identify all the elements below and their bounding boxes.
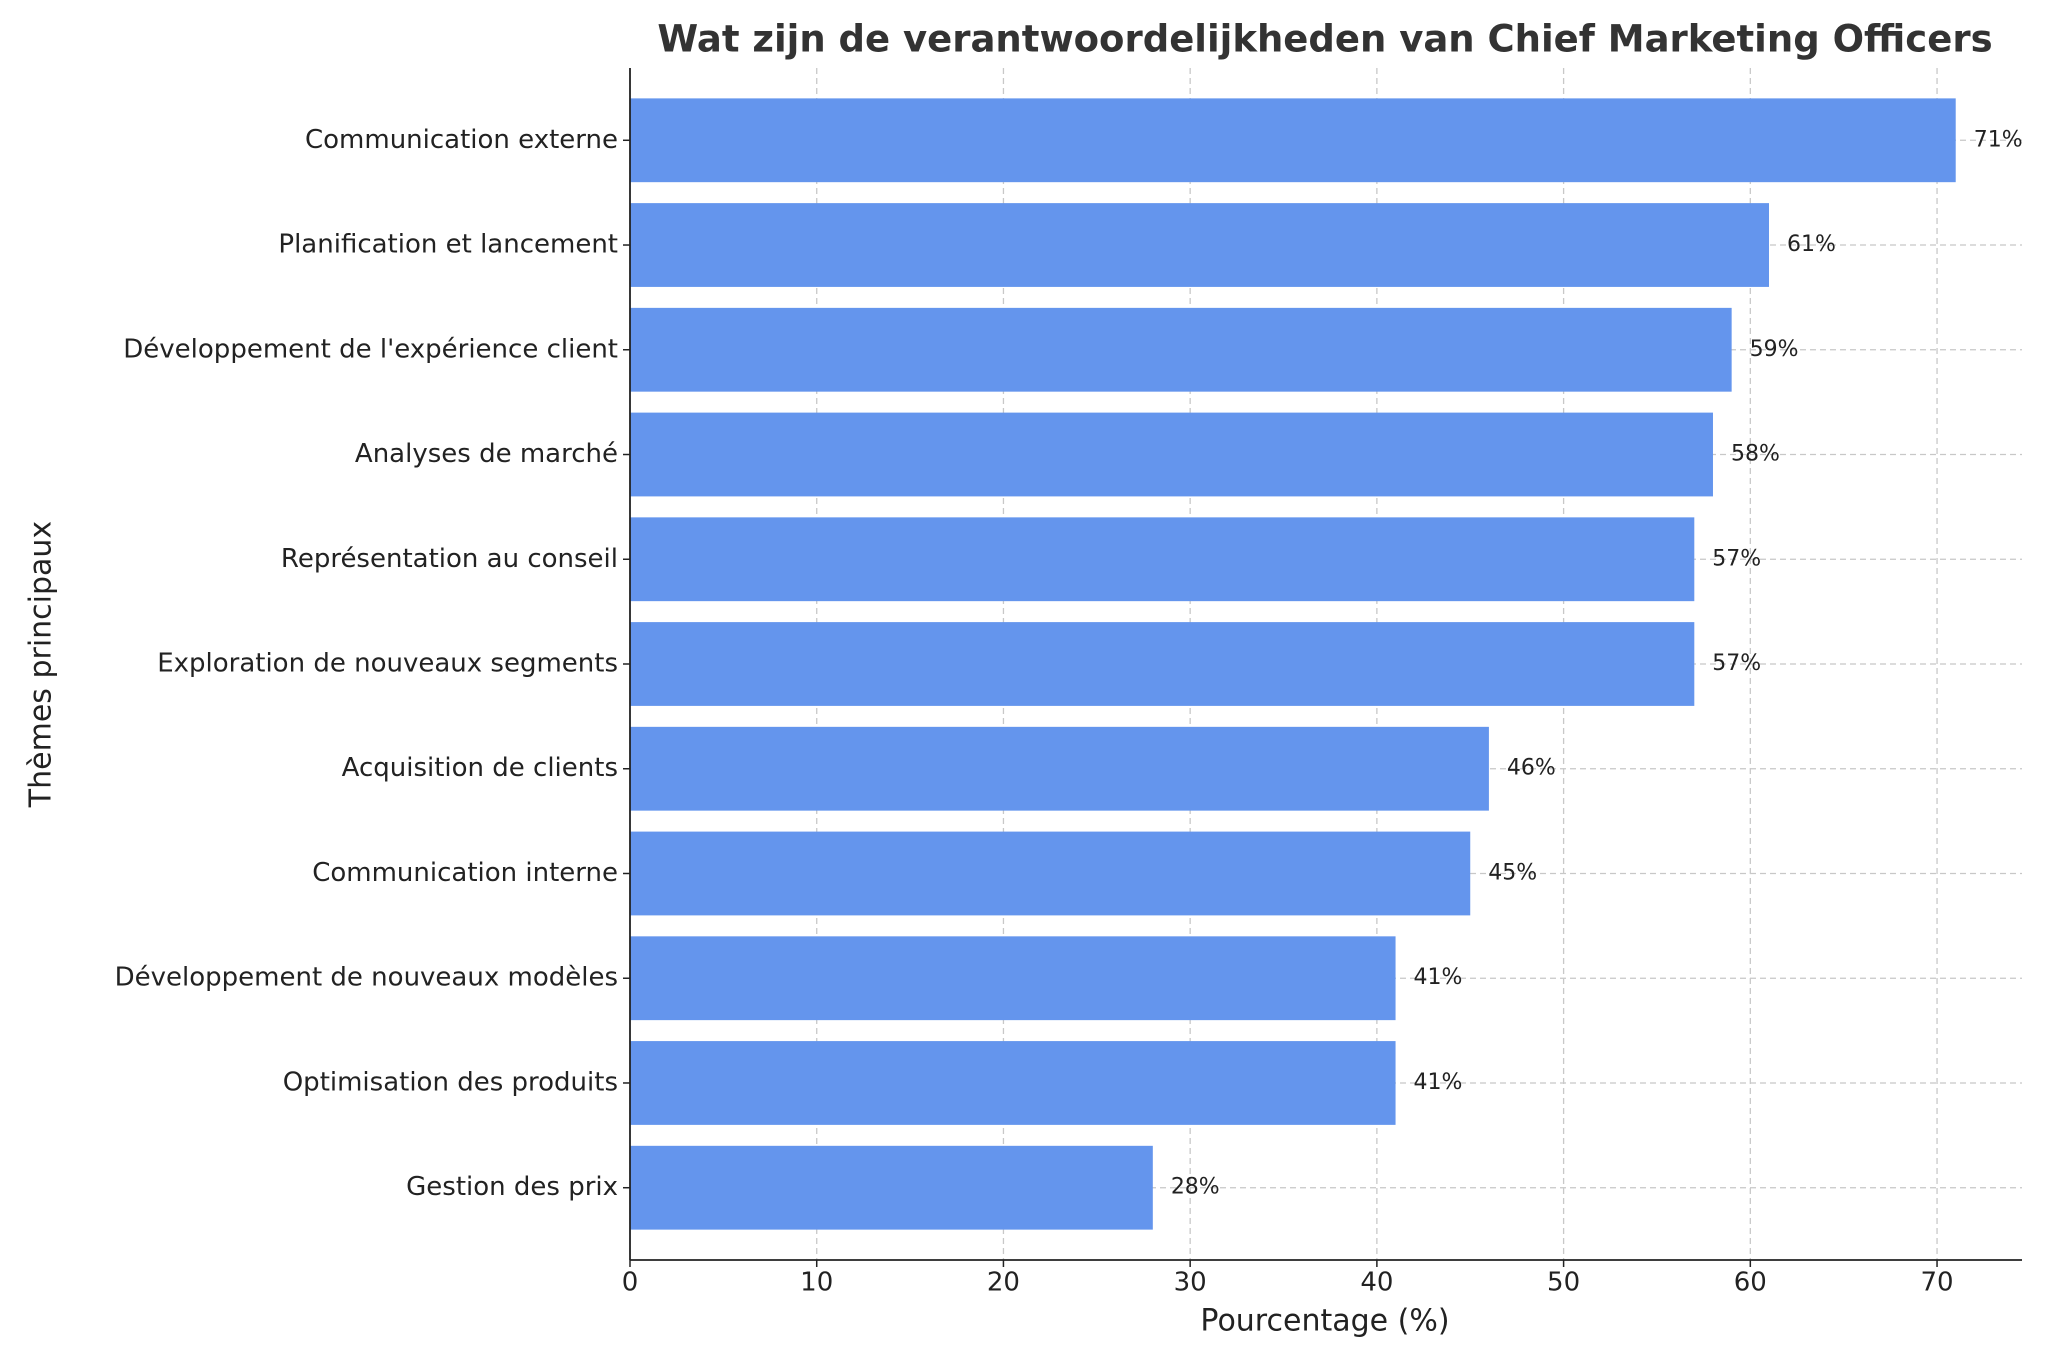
- value-label: 71%: [1974, 127, 2023, 152]
- y-tick-label: Exploration de nouveaux segments: [157, 649, 618, 679]
- y-tick-label: Communication interne: [312, 858, 618, 888]
- value-label: 28%: [1171, 1175, 1220, 1200]
- y-tick-label: Optimisation des produits: [283, 1067, 618, 1097]
- x-tick-label: 30: [1174, 1268, 1207, 1298]
- value-label: 59%: [1750, 337, 1799, 362]
- x-tick-label: 50: [1547, 1268, 1580, 1298]
- chart-title: Wat zijn de verantwoordelijkheden van Ch…: [657, 18, 1992, 61]
- y-tick-label: Acquisition de clients: [342, 753, 618, 783]
- y-tick-label: Communication externe: [305, 125, 618, 155]
- y-axis-label: Thèmes principaux: [24, 521, 59, 808]
- bar: [630, 1041, 1396, 1125]
- value-label: 57%: [1712, 651, 1761, 676]
- bar: [630, 307, 1732, 392]
- bar: [630, 936, 1396, 1021]
- bar: [630, 517, 1695, 602]
- x-tick-label: 70: [1920, 1268, 1953, 1298]
- y-tick-label: Analyses de marché: [355, 439, 618, 469]
- y-tick-label: Représentation au conseil: [281, 544, 618, 574]
- x-tick-label: 40: [1360, 1268, 1393, 1298]
- bar: [630, 622, 1695, 706]
- x-axis-label: Pourcentage (%): [1200, 1304, 1449, 1339]
- x-tick-label: 10: [800, 1268, 833, 1298]
- value-label: 41%: [1414, 965, 1463, 990]
- value-label: 58%: [1731, 442, 1780, 467]
- value-label: 57%: [1712, 546, 1761, 571]
- value-label: 45%: [1488, 860, 1537, 885]
- y-tick-label: Gestion des prix: [406, 1172, 618, 1202]
- bar: [630, 203, 1769, 287]
- bar: [630, 831, 1471, 916]
- y-tick-label: Développement de nouveaux modèles: [115, 963, 618, 993]
- bar: [630, 1145, 1153, 1230]
- x-tick-label: 20: [987, 1268, 1020, 1298]
- bar: [630, 412, 1713, 497]
- bar: [630, 98, 1956, 183]
- bar: [630, 726, 1489, 811]
- value-label: 61%: [1787, 232, 1836, 257]
- value-label: 46%: [1507, 756, 1556, 781]
- y-tick-label: Développement de l'expérience client: [123, 334, 618, 364]
- x-tick-label: 60: [1734, 1268, 1767, 1298]
- x-tick-label: 0: [622, 1268, 639, 1298]
- y-tick-label: Planification et lancement: [278, 230, 618, 260]
- value-label: 41%: [1414, 1070, 1463, 1095]
